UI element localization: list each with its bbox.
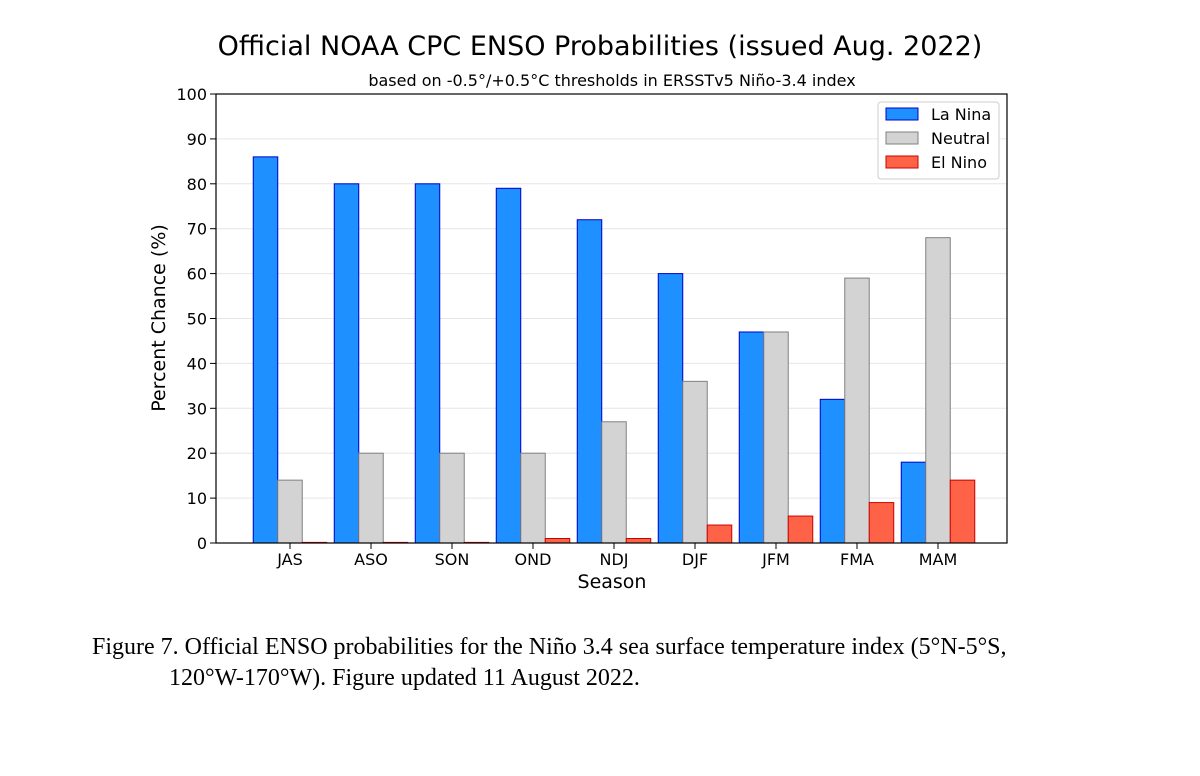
bar-la-nina — [900, 461, 927, 544]
bar-el-nino — [949, 479, 976, 544]
caption-line-1: Figure 7. Official ENSO probabilities fo… — [92, 634, 1007, 660]
x-tick-label: ASO — [354, 550, 388, 569]
y-tick-label: 80 — [187, 175, 207, 194]
y-tick-label: 10 — [187, 489, 207, 508]
bar-la-nina — [414, 183, 441, 544]
y-axis-label: Percent Chance (%) — [148, 224, 170, 412]
x-tick-label: MAM — [919, 550, 958, 569]
y-tick-label: 0 — [197, 534, 207, 553]
bar-la-nina — [495, 187, 522, 544]
bar-la-nina — [252, 156, 279, 544]
bar-neutral — [682, 380, 708, 544]
bar-neutral — [358, 452, 384, 544]
bar-el-nino — [868, 502, 895, 544]
y-tick-label: 60 — [187, 265, 207, 284]
legend-label: La Nina — [931, 105, 991, 124]
chart-title: Official NOAA CPC ENSO Probabilities (is… — [218, 31, 983, 62]
bars — [252, 156, 976, 544]
bar-neutral — [601, 421, 627, 544]
y-tick-label: 90 — [187, 130, 207, 149]
y-tick-label: 30 — [187, 399, 207, 418]
bar-la-nina — [738, 331, 765, 544]
x-tick-label: JFM — [761, 550, 790, 569]
bar-neutral — [439, 452, 465, 544]
bar-neutral — [925, 237, 951, 544]
bar-el-nino — [544, 538, 571, 544]
x-axis-ticks: JAS ASO SON OND NDJ DJF JFM FMA MAM — [276, 543, 957, 569]
bar-neutral — [277, 479, 303, 544]
legend-label: El Nino — [931, 153, 987, 172]
y-tick-label: 70 — [187, 220, 207, 239]
legend-label: Neutral — [931, 129, 990, 148]
x-tick-label: SON — [435, 550, 470, 569]
y-tick-label: 50 — [187, 310, 207, 329]
x-tick-label: OND — [515, 550, 552, 569]
x-tick-label: NDJ — [599, 550, 628, 569]
bar-el-nino — [787, 515, 814, 544]
x-tick-label: FMA — [840, 550, 874, 569]
y-tick-label: 100 — [176, 85, 207, 104]
bar-la-nina — [576, 219, 603, 544]
y-axis-ticks: 0 10 20 30 40 50 60 70 80 90 100 — [176, 85, 216, 553]
bar-neutral — [763, 331, 789, 544]
figure-caption: Figure 7. Official ENSO probabilities fo… — [92, 632, 1132, 694]
bar-neutral — [520, 452, 546, 544]
bar-la-nina — [819, 398, 846, 544]
legend-swatch — [885, 155, 919, 169]
legend-swatch — [885, 131, 919, 145]
bar-la-nina — [333, 183, 360, 544]
legend-swatch — [885, 107, 919, 121]
x-axis-label: Season — [578, 571, 647, 593]
bar-el-nino — [625, 538, 652, 544]
y-tick-label: 20 — [187, 444, 207, 463]
x-tick-label: DJF — [682, 550, 708, 569]
y-tick-label: 40 — [187, 354, 207, 373]
bar-la-nina — [657, 273, 684, 544]
legend: La Nina Neutral El Nino — [877, 101, 1000, 180]
bar-neutral — [844, 277, 870, 544]
bar-el-nino — [706, 524, 733, 544]
x-tick-label: JAS — [276, 550, 303, 569]
caption-line-2: 120°W-170°W). Figure updated 11 August 2… — [169, 665, 640, 691]
enso-probability-chart: Official NOAA CPC ENSO Probabilities (is… — [148, 31, 1008, 593]
chart-subtitle: based on -0.5°/+0.5°C thresholds in ERSS… — [368, 71, 855, 90]
